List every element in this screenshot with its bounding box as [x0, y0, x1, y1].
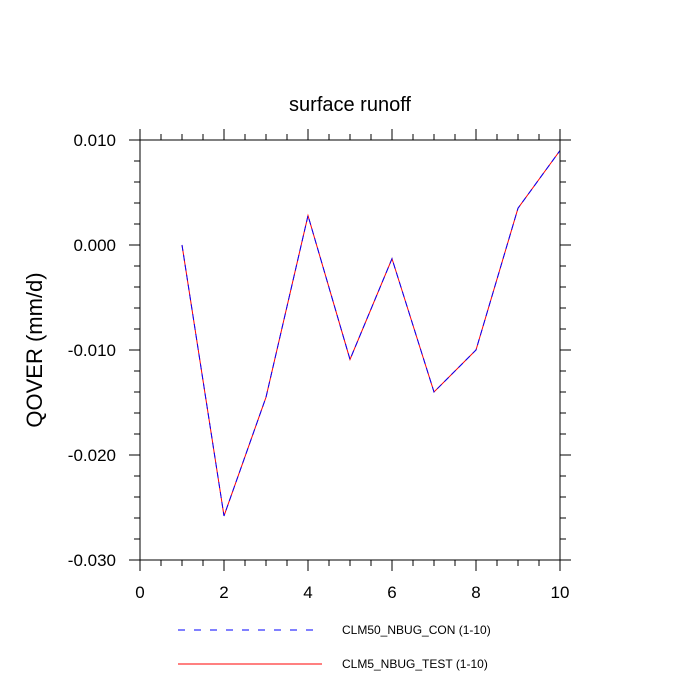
x-tick-label: 6: [387, 583, 396, 602]
legend-label-0: CLM50_NBUG_CON (1-10): [342, 623, 491, 637]
x-tick-label: 8: [471, 583, 480, 602]
x-tick-label: 0: [135, 583, 144, 602]
series-line-1: [181, 150, 561, 517]
series-lines: [181, 150, 561, 517]
x-tick-label: 4: [303, 583, 312, 602]
y-axis-title: QOVER (mm/d): [22, 272, 47, 427]
legend-label-1: CLM5_NBUG_TEST (1-10): [342, 657, 488, 671]
y-tick-label: -0.020: [68, 446, 116, 465]
y-tick-label: 0.000: [73, 236, 116, 255]
series-line-0: [181, 150, 561, 517]
axis-ticks: [129, 129, 571, 571]
legend: CLM50_NBUG_CON (1-10) CLM5_NBUG_TEST (1-1…: [178, 623, 491, 671]
x-tick-label: 2: [219, 583, 228, 602]
chart-title: surface runoff: [289, 94, 411, 116]
y-tick-label: 0.010: [73, 131, 116, 150]
x-tick-label: 10: [551, 583, 570, 602]
y-tick-label: -0.010: [68, 341, 116, 360]
y-tick-label: -0.030: [68, 551, 116, 570]
plot-frame: [139, 139, 561, 561]
tick-labels: 0 2 4 6 8 10 -0.030 -0.020 -0.010 0.000 0.010: [68, 131, 570, 602]
